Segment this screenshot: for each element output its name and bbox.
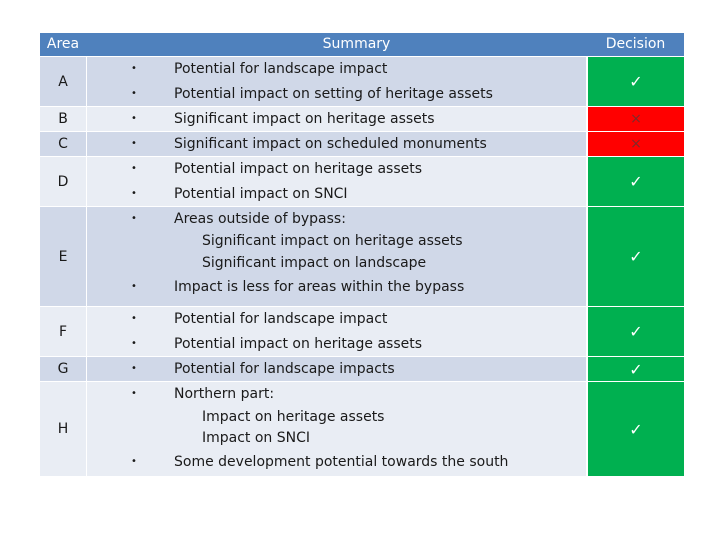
area-cell: F <box>40 307 86 356</box>
summary-text: Significant impact on heritage assets <box>202 233 463 249</box>
bullet-icon: • <box>131 113 137 124</box>
summary-text: Potential for landscape impacts <box>174 361 395 377</box>
cross-icon: × <box>630 136 642 152</box>
summary-line: • Potential impact on heritage assets <box>87 159 586 179</box>
summary-text: Some development potential towards the s… <box>174 454 509 470</box>
summary-text: Northern part: <box>174 386 275 402</box>
bullet-icon: • <box>131 281 137 292</box>
table-row: H • Northern part: Impact on heritage asset… <box>40 382 684 476</box>
decision-approved-cell: ✓ <box>588 157 684 206</box>
area-cell: A <box>40 57 86 106</box>
summary-line: • Northern part: <box>87 384 586 404</box>
bullet-icon: • <box>131 163 137 174</box>
bullet-icon: • <box>131 88 137 99</box>
summary-line: • Potential impact on heritage assets <box>87 334 586 354</box>
summary-line: • Potential impact on setting of heritage… <box>87 84 586 104</box>
summary-cell: • Northern part: Impact on heritage assets… <box>87 382 586 476</box>
summary-text: Impact on SNCI <box>202 430 311 446</box>
cross-icon: × <box>630 111 642 127</box>
summary-line: • Potential impact on SNCI <box>87 184 586 204</box>
table-row: E • Areas outside of bypass: Significant im… <box>40 207 684 306</box>
summary-line: Significant impact on landscape <box>87 253 586 273</box>
summary-text: Significant impact on heritage assets <box>174 111 435 127</box>
summary-cell: • Potential for landscape impact • Potentia… <box>87 307 586 356</box>
summary-line: • Impact is less for areas within the byp… <box>87 277 586 297</box>
bullet-icon: • <box>131 313 137 324</box>
summary-cell: • Areas outside of bypass: Significant imp… <box>87 207 586 306</box>
summary-text: Potential impact on setting of heritage … <box>174 86 493 102</box>
table-row: F • Potential for landscape impact • Potenti… <box>40 307 684 356</box>
summary-line: • Areas outside of bypass: <box>87 209 586 229</box>
summary-text: Potential impact on SNCI <box>174 186 348 202</box>
summary-text: Impact on heritage assets <box>202 409 385 425</box>
table-row: C • Significant impact on scheduled monume… <box>40 132 684 156</box>
table-row: G • Potential for landscape impacts ✓ <box>40 357 684 381</box>
summary-line: • Significant impact on heritage assets <box>87 109 586 129</box>
decision-approved-cell: ✓ <box>588 307 684 356</box>
bullet-icon: • <box>131 338 137 349</box>
checkmark-icon: ✓ <box>629 72 643 91</box>
table-row: B • Significant impact on heritage assets × <box>40 107 684 131</box>
decision-rejected-cell: × <box>588 107 684 131</box>
summary-text: Significant impact on scheduled monument… <box>174 136 487 152</box>
bullet-icon: • <box>131 363 137 374</box>
summary-cell: • Significant impact on scheduled monumen… <box>87 132 586 156</box>
bullet-icon: • <box>131 456 137 467</box>
summary-cell: • Potential for landscape impacts <box>87 357 586 381</box>
summary-line: Significant impact on heritage assets <box>87 231 586 251</box>
area-cell: B <box>40 107 86 131</box>
table-row: D • Potential impact on heritage assets • Po… <box>40 157 684 206</box>
area-cell: E <box>40 207 86 306</box>
summary-text: Potential for landscape impact <box>174 61 388 77</box>
bullet-icon: • <box>131 213 137 224</box>
summary-text: Areas outside of bypass: <box>174 211 346 227</box>
checkmark-icon: ✓ <box>629 419 643 439</box>
decision-approved-cell: ✓ <box>588 357 684 381</box>
summary-line: Impact on heritage assets <box>87 407 586 427</box>
decision-rejected-cell: × <box>588 132 684 156</box>
summary-line: Impact on SNCI <box>87 428 586 448</box>
bullet-icon: • <box>131 188 137 199</box>
decision-approved-cell: ✓ <box>588 382 684 476</box>
summary-cell: • Potential impact on heritage assets • Pot… <box>87 157 586 206</box>
summary-line: • Potential for landscape impact <box>87 59 586 79</box>
summary-text: Potential impact on heritage assets <box>174 336 423 352</box>
checkmark-icon: ✓ <box>629 172 643 191</box>
summary-cell: • Significant impact on heritage assets <box>87 107 586 131</box>
summary-line: • Some development potential towards the … <box>87 452 586 472</box>
decision-column-header: Decision <box>587 33 684 56</box>
area-cell: D <box>40 157 86 206</box>
checkmark-icon: ✓ <box>629 247 643 266</box>
bullet-icon: • <box>131 63 137 74</box>
checkmark-icon: ✓ <box>629 322 643 341</box>
summary-line: • Potential for landscape impacts <box>87 359 586 379</box>
checkmark-icon: ✓ <box>629 359 643 379</box>
summary-text: Impact is less for areas within the bypa… <box>174 279 465 295</box>
decision-approved-cell: ✓ <box>588 207 684 306</box>
summary-column-header: Summary <box>86 33 627 56</box>
summary-text: Potential impact on heritage assets <box>174 161 423 177</box>
decision-approved-cell: ✓ <box>588 57 684 106</box>
area-column-header: Area <box>40 33 86 56</box>
bullet-icon: • <box>131 138 137 149</box>
bullet-icon: • <box>131 388 137 399</box>
area-cell: H <box>40 382 86 476</box>
summary-text: Significant impact on landscape <box>202 255 427 271</box>
area-cell: C <box>40 132 86 156</box>
summary-line: • Significant impact on scheduled monumen… <box>87 134 586 154</box>
area-cell: G <box>40 357 86 381</box>
summary-text: Potential for landscape impact <box>174 311 388 327</box>
table-row: A • Potential for landscape impact • Potenti… <box>40 57 684 106</box>
summary-cell: • Potential for landscape impact • Potentia… <box>87 57 586 106</box>
summary-line: • Potential for landscape impact <box>87 309 586 329</box>
